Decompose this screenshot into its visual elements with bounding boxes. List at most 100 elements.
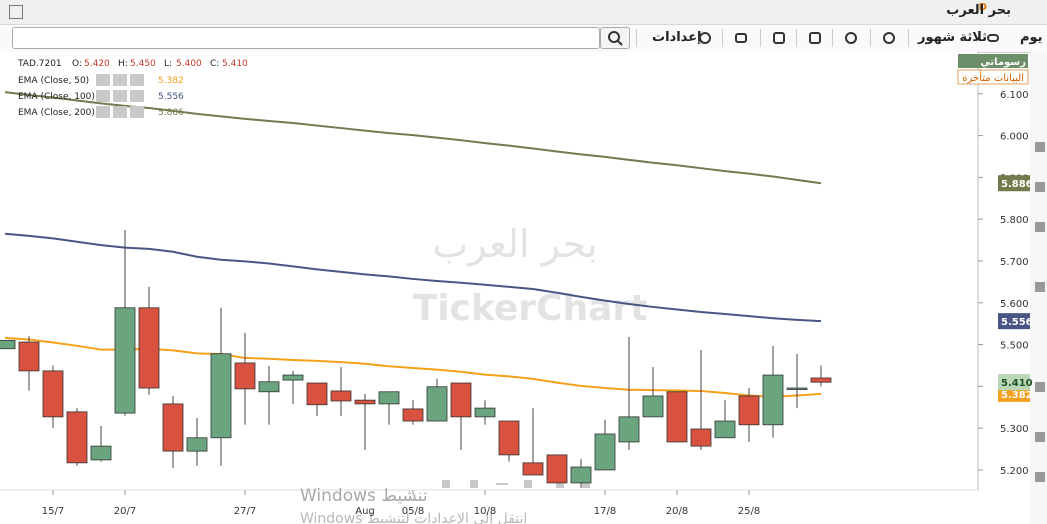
search-button[interactable] — [600, 27, 630, 49]
candle-body — [402, 408, 424, 422]
legend-button[interactable] — [130, 74, 144, 86]
candle-body — [714, 420, 736, 439]
side-tool[interactable] — [1035, 142, 1045, 152]
ohlc-key: C: — [210, 59, 219, 69]
delayed-label: البيانات متأخرة — [962, 70, 1024, 84]
compare-icon[interactable] — [883, 32, 895, 44]
legend-button[interactable] — [113, 90, 127, 102]
legend-button[interactable] — [130, 90, 144, 102]
y-tick-label: 5.600 — [1000, 299, 1029, 310]
window-icon[interactable] — [9, 5, 23, 19]
search-input[interactable] — [12, 27, 600, 49]
candle-body — [810, 377, 832, 383]
candle-body — [90, 445, 112, 461]
value-badge-label: 5.556 — [1001, 317, 1033, 328]
ema-line — [4, 232, 822, 323]
indicator-icon[interactable] — [773, 32, 785, 44]
link-icon[interactable] — [987, 34, 999, 42]
legend-button[interactable] — [96, 106, 110, 118]
nav-button[interactable] — [524, 480, 532, 488]
y-tick-label: 5.300 — [1000, 424, 1029, 435]
chart-type-icon[interactable] — [809, 32, 821, 44]
plot-area — [0, 52, 978, 490]
value-badge — [998, 313, 1030, 330]
delayed-chip — [957, 69, 1029, 85]
candle-body — [18, 341, 40, 372]
legend-value: 5.886 — [158, 108, 184, 118]
legend-button[interactable] — [113, 106, 127, 118]
ohlc-key: H: — [118, 59, 128, 69]
x-tick-label: 10/8 — [474, 506, 496, 517]
candle-body — [426, 386, 448, 422]
y-tick-label: 6.000 — [1000, 132, 1029, 143]
legend-value: 5.556 — [158, 92, 184, 102]
candle-body — [42, 370, 64, 418]
separator — [796, 29, 797, 47]
toolbar: إعدادات ثلاثة شهور يوم — [0, 25, 1047, 53]
candle-body — [234, 362, 256, 390]
chart: بحر العرب TickerChart رسوماتي البيانات م… — [0, 52, 1047, 524]
nav-button[interactable] — [556, 480, 564, 488]
candle-body — [282, 374, 304, 381]
side-tool[interactable] — [1035, 432, 1045, 442]
candle-body — [186, 437, 208, 452]
separator — [722, 29, 723, 47]
value-badge-label: 5.886 — [1001, 179, 1033, 190]
alert-icon[interactable] — [845, 32, 857, 44]
value-badge-label: 5.410 — [1001, 378, 1033, 389]
side-tool[interactable] — [1035, 222, 1045, 232]
watermark-name: بحر العرب — [432, 222, 597, 267]
drawings-label[interactable]: رسوماتي — [980, 57, 1026, 68]
legend-button[interactable] — [130, 106, 144, 118]
side-tool[interactable] — [1035, 282, 1045, 292]
candle-body — [258, 381, 280, 393]
drawings-chip[interactable] — [958, 54, 1028, 68]
y-tick-label: 6.100 — [1000, 90, 1029, 101]
candle-body — [498, 420, 520, 456]
settings-button[interactable]: إعدادات — [652, 30, 702, 45]
x-tick-label: Aug — [355, 506, 375, 517]
nav-button[interactable] — [442, 480, 450, 488]
gear-icon[interactable] — [699, 32, 711, 44]
window-bar: D بحر العرب — [0, 0, 1047, 25]
value-badge — [998, 374, 1030, 391]
legend-label: EMA (Close, 200) — [18, 108, 95, 118]
legend-button[interactable] — [113, 74, 127, 86]
ohlc-value: 5.410 — [222, 59, 248, 69]
separator — [870, 29, 871, 47]
y-tick-label: 5.700 — [1000, 257, 1029, 268]
camera-icon[interactable] — [735, 33, 747, 43]
candle-body — [162, 403, 184, 452]
candle-body — [522, 462, 544, 476]
legend-label: EMA (Close, 50) — [18, 76, 89, 86]
x-tick-label: 17/8 — [594, 506, 616, 517]
separator — [760, 29, 761, 47]
nav-button[interactable] — [496, 483, 508, 485]
candle-body — [738, 395, 760, 426]
side-tool[interactable] — [1035, 182, 1045, 192]
candle-body — [666, 391, 688, 443]
legend-button[interactable] — [96, 74, 110, 86]
legend-button[interactable] — [96, 90, 110, 102]
separator — [636, 29, 637, 47]
side-tool[interactable] — [1035, 472, 1045, 482]
period-button[interactable]: ثلاثة شهور — [918, 30, 988, 45]
candle-body — [762, 374, 784, 426]
candle-body — [594, 433, 616, 471]
ohlc-value: 5.400 — [176, 59, 202, 69]
candle-body — [330, 390, 352, 402]
os-overlay-title: تنشيط Windows — [300, 486, 428, 506]
nav-button[interactable] — [470, 480, 478, 488]
legend-value: 5.382 — [158, 76, 184, 86]
side-tool[interactable] — [1035, 382, 1045, 392]
value-badge — [998, 175, 1030, 192]
candle-body — [0, 339, 16, 350]
interval-button[interactable]: يوم — [1020, 30, 1043, 45]
candle-body — [570, 466, 592, 484]
os-overlay-hint: انتقل إلى الإعدادات لتنشيط Windows — [300, 511, 527, 524]
ohlc-key: O: — [72, 59, 82, 69]
nav-button[interactable] — [582, 480, 590, 488]
y-tick-label: 5.500 — [1000, 341, 1029, 352]
separator — [832, 29, 833, 47]
ohlc-value: 5.450 — [130, 59, 156, 69]
